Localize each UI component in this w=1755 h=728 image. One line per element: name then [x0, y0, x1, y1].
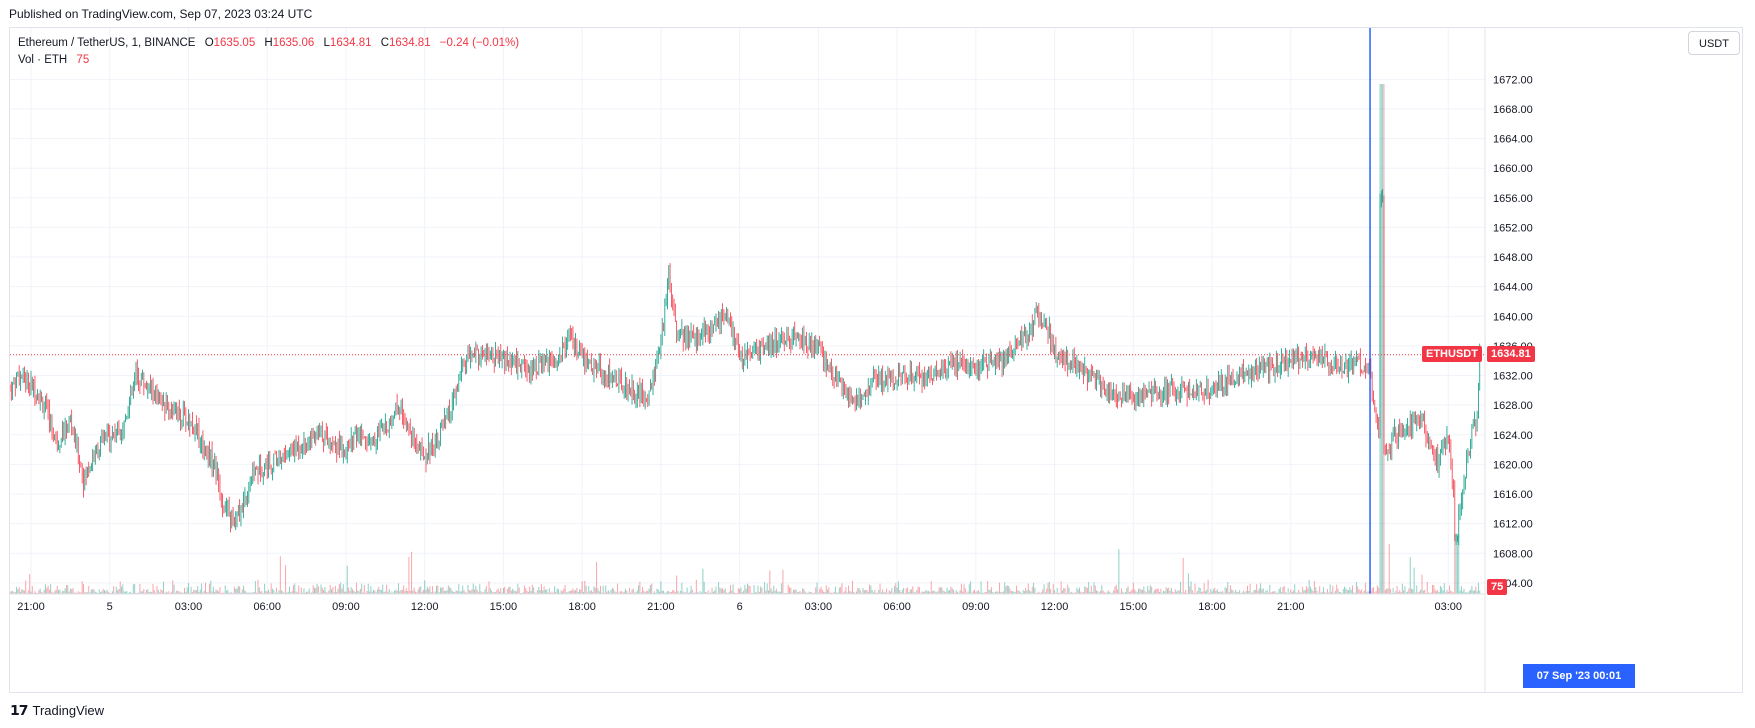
- tradingview-brand[interactable]: 𝟭𝟳 TradingView: [10, 702, 104, 719]
- x-tick-label: 06:00: [253, 601, 281, 613]
- y-tick-label: 1664.00: [1493, 134, 1533, 146]
- y-tick-label: 1672.00: [1493, 74, 1533, 86]
- candlesticks: [10, 188, 1481, 546]
- y-tick-label: 1624.00: [1493, 430, 1533, 442]
- x-tick-label: 03:00: [805, 601, 833, 613]
- open-value: 1635.05: [213, 37, 256, 49]
- y-tick-label: 1632.00: [1493, 371, 1533, 383]
- x-tick-label: 18:00: [1198, 601, 1226, 613]
- high-value: 1635.06: [272, 37, 315, 49]
- y-tick-label: 1640.00: [1493, 311, 1533, 323]
- x-tick-label: 6: [737, 601, 743, 613]
- tradingview-logo-icon: 𝟭𝟳: [10, 702, 29, 718]
- y-tick-label: 1656.00: [1493, 193, 1533, 205]
- x-tick-label: 21:00: [1277, 601, 1305, 613]
- y-tick-label: 1652.00: [1493, 222, 1533, 234]
- x-tick-label: 21:00: [647, 601, 675, 613]
- y-tick-label: 1616.00: [1493, 489, 1533, 501]
- y-tick-label: 1628.00: [1493, 400, 1533, 412]
- last-price-tag: 1634.81: [1487, 345, 1535, 362]
- y-tick-label: 1648.00: [1493, 252, 1533, 264]
- ohlc-row: Ethereum / TetherUS, 1, BINANCE O1635.05…: [18, 35, 519, 52]
- x-tick-label: 03:00: [1434, 601, 1462, 613]
- time-axis: 21:00 5 03:00 06:00 09:00 12:00 15:00 18:00 21:0…: [10, 593, 1485, 613]
- low-label: L: [323, 37, 330, 49]
- currency-unit-button[interactable]: USDT: [1688, 31, 1740, 55]
- symbol-label[interactable]: Ethereum / TetherUS, 1, BINANCE: [18, 37, 196, 49]
- grid-lines: [10, 28, 1485, 594]
- y-tick-label: 1620.00: [1493, 459, 1533, 471]
- x-tick-label: 15:00: [490, 601, 518, 613]
- price-chart[interactable]: 1672.00 1668.00 1664.00 1660.00 1656.00 1652.…: [10, 28, 1742, 692]
- open-label: O: [204, 37, 214, 49]
- x-tick-label: 06:00: [883, 601, 911, 613]
- x-tick-label: 5: [107, 601, 113, 613]
- x-tick-label: 18:00: [568, 601, 596, 613]
- y-tick-label: 1608.00: [1493, 548, 1533, 560]
- symbol-price-tag: ETHUSDT: [1422, 345, 1482, 362]
- volume-tag: 75: [1487, 579, 1508, 595]
- y-tick-label: 1612.00: [1493, 519, 1533, 531]
- chart-legend: Ethereum / TetherUS, 1, BINANCE O1635.05…: [18, 35, 519, 69]
- volume-row: Vol · ETH 75: [18, 52, 519, 69]
- low-value: 1634.81: [329, 37, 372, 49]
- x-tick-label: 12:00: [1041, 601, 1069, 613]
- x-tick-label: 03:00: [175, 601, 203, 613]
- y-tick-label: 1644.00: [1493, 282, 1533, 294]
- x-tick-label: 09:00: [962, 601, 990, 613]
- crosshair-time-tag: 07 Sep '23 00:01: [1523, 664, 1635, 688]
- x-tick-label: 21:00: [17, 601, 45, 613]
- x-tick-label: 15:00: [1120, 601, 1148, 613]
- brand-name: TradingView: [32, 703, 105, 718]
- y-tick-label: 1668.00: [1493, 104, 1533, 116]
- close-label: C: [380, 37, 390, 49]
- volume-value: 75: [76, 54, 90, 66]
- volume-label[interactable]: Vol · ETH: [18, 54, 68, 66]
- x-tick-label: 12:00: [411, 601, 439, 613]
- y-tick-label: 1660.00: [1493, 163, 1533, 175]
- close-value: 1634.81: [389, 37, 431, 49]
- published-header: Published on TradingView.com, Sep 07, 20…: [9, 7, 313, 21]
- high-label: H: [264, 37, 273, 49]
- change-value: −0.24 (−0.01%): [439, 37, 520, 49]
- chart-frame[interactable]: 1672.00 1668.00 1664.00 1660.00 1656.00 1652.…: [9, 27, 1743, 693]
- x-tick-label: 09:00: [332, 601, 360, 613]
